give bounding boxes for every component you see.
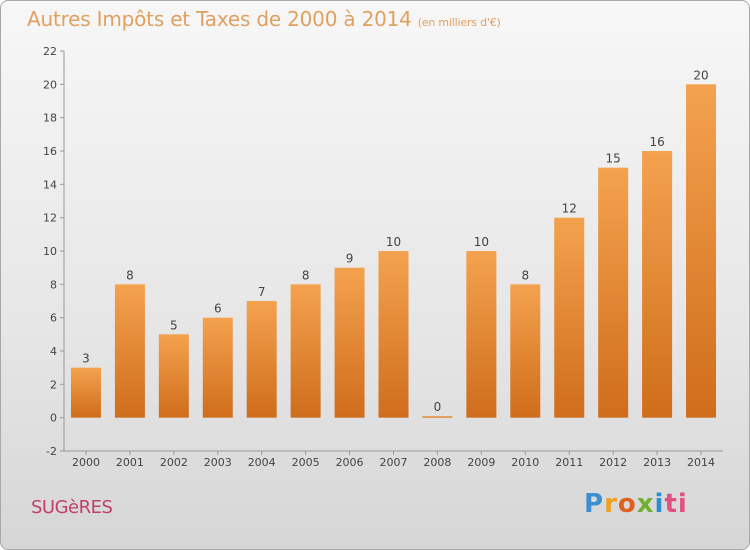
bar <box>334 267 365 418</box>
data-label: 10 <box>386 235 401 249</box>
y-tick-label: 22 <box>43 45 57 58</box>
proxiti-logo: Proxiti <box>584 489 688 519</box>
x-tick-label: 2012 <box>599 456 627 469</box>
y-tick-label: -2 <box>46 445 57 458</box>
x-tick-label: 2011 <box>555 456 583 469</box>
data-label: 9 <box>346 252 354 266</box>
bar <box>686 84 717 418</box>
chart-bars <box>70 84 717 418</box>
bar <box>158 334 189 418</box>
x-tick-label: 2007 <box>380 456 408 469</box>
data-label: 8 <box>302 268 310 282</box>
x-tick-label: 2001 <box>116 456 144 469</box>
x-tick-label: 2003 <box>204 456 232 469</box>
x-tick-label: 2002 <box>160 456 188 469</box>
data-label: 7 <box>258 285 266 299</box>
x-tick-label: 2013 <box>643 456 671 469</box>
x-tick-label: 2000 <box>72 456 100 469</box>
bar <box>70 367 101 418</box>
x-tick-label: 2010 <box>511 456 539 469</box>
data-label: 12 <box>562 202 577 216</box>
y-tick-label: 12 <box>43 212 57 225</box>
y-tick-label: 6 <box>50 312 57 325</box>
data-label: 10 <box>474 235 489 249</box>
x-tick-label: 2004 <box>248 456 276 469</box>
x-tick-label: 2005 <box>292 456 320 469</box>
x-tick-label: 2008 <box>423 456 451 469</box>
bar <box>466 251 497 418</box>
logo-letter: P <box>584 489 605 519</box>
y-tick-label: 14 <box>43 178 57 191</box>
bar <box>598 167 629 418</box>
chart-title-text: Autres Impôts et Taxes de 2000 à 2014 <box>27 7 412 31</box>
data-label: 5 <box>170 318 178 332</box>
bar <box>642 151 673 418</box>
commune-name: SUGèRES <box>31 497 113 518</box>
y-tick-label: 8 <box>50 278 57 291</box>
logo-letter: x <box>636 489 655 519</box>
chart-data-labels: 3 8 5 6 7 8 9 10 0 10 8 12 15 16 20 <box>82 68 709 414</box>
bar <box>554 217 585 418</box>
bar <box>290 284 321 418</box>
y-tick-label: 20 <box>43 78 57 91</box>
logo-letter: o <box>617 489 637 519</box>
data-label: 8 <box>126 268 134 282</box>
chart-title: Autres Impôts et Taxes de 2000 à 2014 (en… <box>27 7 501 31</box>
logo-letter: ti <box>664 489 688 519</box>
data-label: 3 <box>82 352 90 366</box>
y-tick-label: 16 <box>43 145 57 158</box>
logo-letter: r <box>604 489 618 519</box>
data-label: 8 <box>521 268 529 282</box>
data-label: 20 <box>693 68 708 82</box>
bar <box>114 284 145 418</box>
logo-letter: i <box>654 489 665 519</box>
bar <box>246 301 277 418</box>
bar <box>422 416 453 418</box>
data-label: 16 <box>649 135 664 149</box>
x-tick-label: 2006 <box>336 456 364 469</box>
x-tick-label: 2009 <box>467 456 495 469</box>
data-label: 6 <box>214 302 222 316</box>
bar <box>202 317 233 418</box>
y-tick-label: 4 <box>50 345 57 358</box>
chart-subtitle: (en milliers d'€) <box>417 16 501 29</box>
y-tick-label: 10 <box>43 245 57 258</box>
bar <box>378 251 409 418</box>
y-tick-label: 0 <box>50 412 57 425</box>
x-tick-label: 2014 <box>687 456 715 469</box>
data-label: 0 <box>434 400 442 414</box>
data-label: 15 <box>606 152 621 166</box>
bar <box>510 284 541 418</box>
y-tick-label: 18 <box>43 112 57 125</box>
y-tick-label: 2 <box>50 378 57 391</box>
